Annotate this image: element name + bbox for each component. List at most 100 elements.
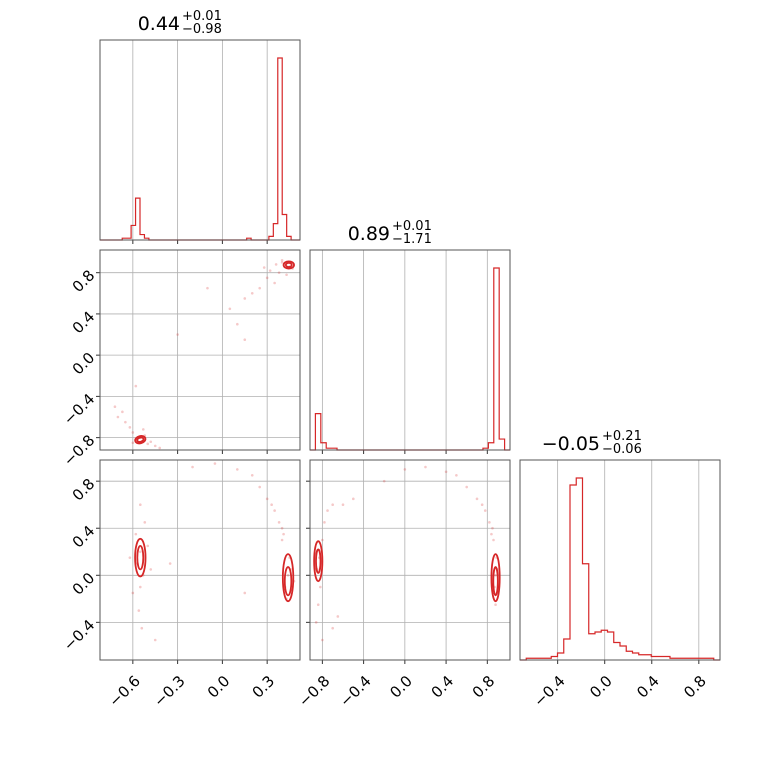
pair-panel-0-2 [96,459,301,664]
title-plus: +0.01 [392,219,432,234]
sample-point [116,415,120,419]
sample-point [236,322,239,326]
sample-point [314,621,318,624]
histogram-line [520,477,720,661]
sample-point [331,503,334,507]
sample-point [124,420,127,424]
sample-point [176,333,179,336]
x-tick-label: 0.4 [428,672,458,702]
sample-point [243,338,247,341]
sample-point [128,426,132,429]
sample-point [149,568,153,571]
sample-point [228,307,232,311]
axes-frame [99,249,301,451]
x-tick-label: −0.4 [336,672,374,710]
sample-point [280,526,284,530]
axes-frame [309,459,511,661]
sample-point [270,503,273,507]
y-tick-label: −0.4 [60,390,98,428]
sample-point [258,286,262,290]
x-tick-label: 0.8 [680,672,710,702]
sample-point [403,468,407,471]
y-tick-label: 0.8 [69,475,99,505]
title-plus: +0.21 [602,429,642,444]
sample-point [492,538,495,542]
title-median: 0.89 [348,223,390,245]
sample-point [128,556,132,559]
density-contour [136,544,145,571]
sample-point [131,591,135,595]
sample-point [138,585,142,589]
x-tick-label: 0.0 [586,672,616,702]
sample-point [236,468,239,471]
sample-point [475,497,479,501]
sample-point [243,591,247,595]
sample-point [168,562,172,565]
sample-point [113,405,117,409]
density-contour [134,435,147,445]
sample-point [158,446,162,450]
density-contour [492,566,499,597]
axes-frame [99,39,301,241]
density-contour [282,260,295,270]
x-tick-label: 0.0 [204,672,234,702]
density-contour [134,537,147,578]
sample-point [282,532,285,536]
sample-point [262,266,266,269]
hist-panel-1: 0.89 +0.01−1.71 [309,219,511,454]
title-minus: −0.06 [602,442,642,457]
sample-point [285,273,288,277]
sample-point [121,410,124,414]
sample-point [137,609,141,612]
sample-point [131,441,135,445]
density-contour [281,553,295,603]
sample-point [336,615,340,618]
y-tick-label: 0.0 [69,349,99,379]
sample-point [494,573,497,577]
x-tick-label: −0.6 [105,672,143,710]
sample-point [250,291,254,295]
sample-point [286,573,290,577]
sample-point [480,503,484,507]
sample-point [146,442,150,446]
y-tick-label: 0.4 [69,522,99,552]
sample-point [444,470,448,474]
sample-point [483,509,487,512]
sample-point [258,485,262,489]
hist-panel-2: −0.05 +0.21−0.06 [519,429,721,664]
sample-point [141,428,145,431]
x-tick-label: 0.3 [249,672,279,702]
title-median: −0.05 [542,433,600,455]
axes-frame [99,459,301,661]
x-tick-label: −0.4 [530,672,568,710]
sample-point [321,538,324,542]
sample-point [341,503,345,507]
sample-point [277,521,281,524]
pair-panel-1-2 [306,459,511,664]
sample-point [213,462,217,465]
sample-point [274,263,278,266]
sample-point [243,297,247,300]
x-tick-label: −0.8 [295,672,333,710]
x-tick-label: 0.0 [386,672,416,702]
sample-point [191,465,194,469]
sample-point [455,473,458,477]
sample-point [465,485,469,489]
sample-point [265,276,269,280]
sample-point [490,532,493,536]
sample-point [153,444,157,448]
sample-point [351,497,355,501]
sample-point [146,544,150,548]
sample-point [134,532,138,536]
x-tick-label: −0.3 [150,672,188,710]
sample-point [131,431,135,434]
x-tick-label: 0.8 [469,672,499,702]
sample-point [268,269,272,272]
axes-frame [519,459,721,661]
pair-panel-0-1 [96,249,301,454]
sample-point [323,521,326,524]
title-plus: +0.01 [182,9,222,24]
sample-point [280,259,284,262]
sample-point [280,538,284,542]
